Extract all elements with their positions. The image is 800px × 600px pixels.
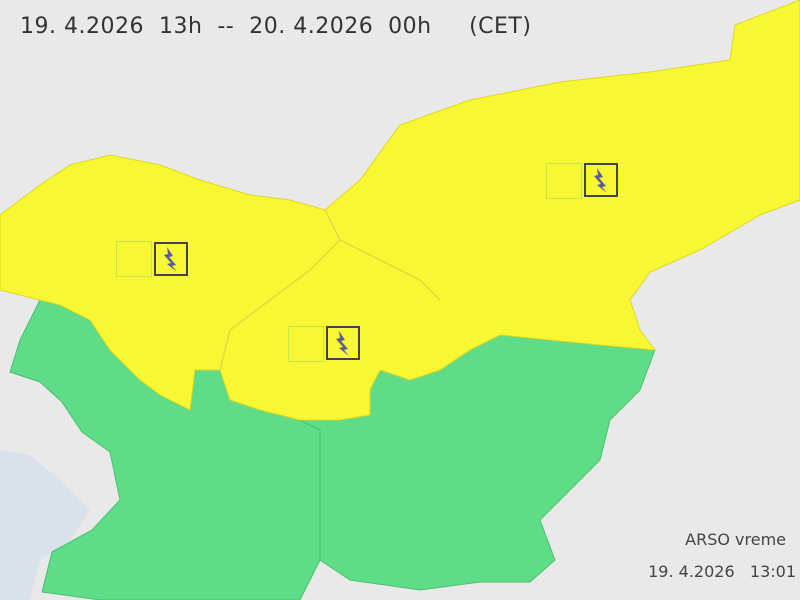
source-label: ARSO vreme (685, 530, 786, 549)
forecast-period: 19. 4.2026 13h -- 20. 4.2026 00h (CET) (20, 14, 532, 39)
region-marker-ghost (546, 163, 582, 199)
region-border (219, 209, 441, 371)
thunderstorm-icon[interactable] (326, 326, 360, 360)
region-marker-ghost (288, 326, 324, 362)
region-yellow-north (0, 0, 800, 421)
thunderstorm-icon[interactable] (584, 163, 618, 197)
issued-timestamp: 19. 4.2026 13:01 (648, 562, 796, 581)
thunderstorm-icon[interactable] (154, 242, 188, 276)
sea-area (0, 450, 90, 600)
region-marker-ghost (116, 241, 152, 277)
